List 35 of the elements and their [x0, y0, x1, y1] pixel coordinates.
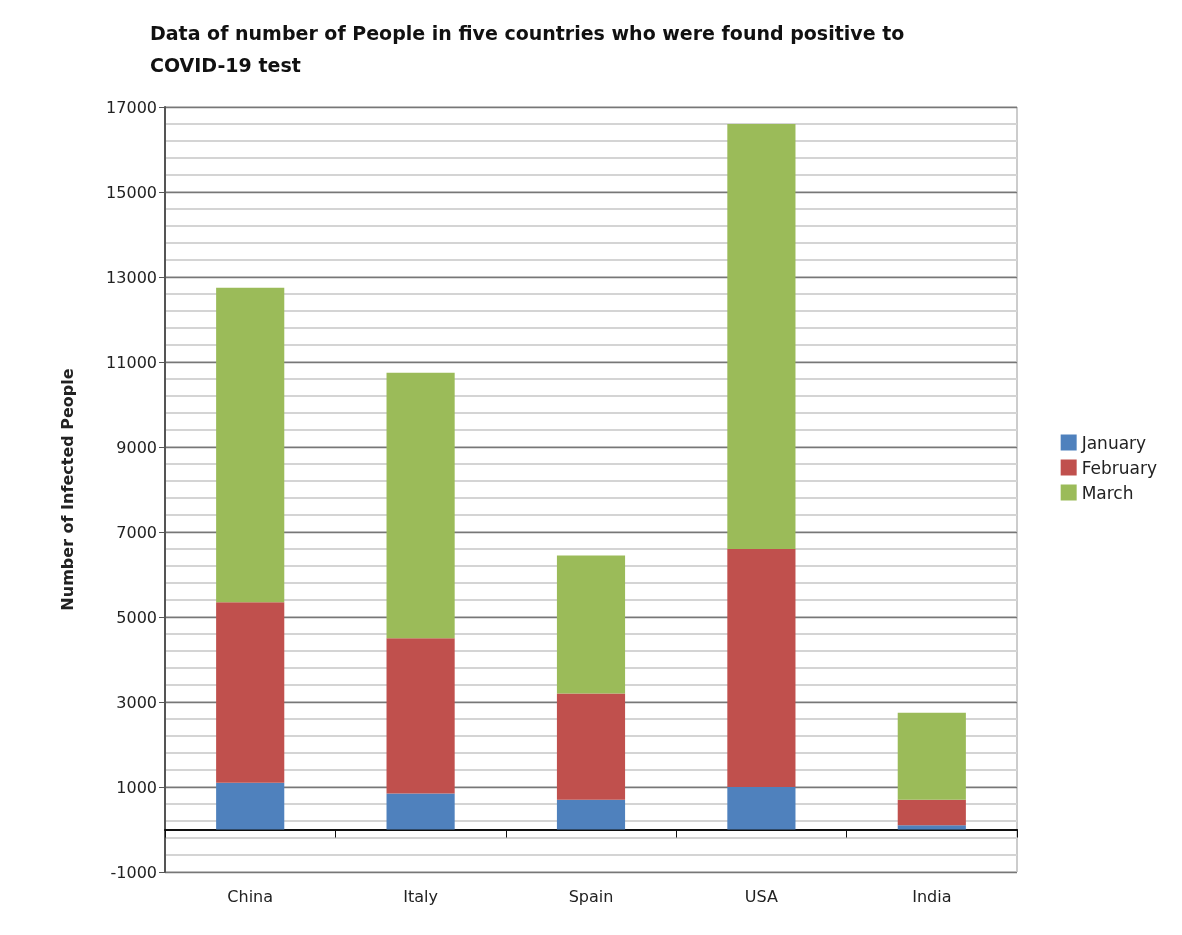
bar: [216, 287, 285, 603]
x-tick-label: USA: [744, 886, 779, 906]
bar: [727, 549, 796, 787]
bar: [556, 799, 626, 830]
bar: [216, 602, 285, 783]
bar: [897, 799, 966, 826]
legend-label: March: [1081, 482, 1134, 503]
bar: [556, 693, 626, 800]
y-tick-label: 17000: [106, 97, 157, 117]
chart-title: Data of number of People in five countries who were found positive to COVID-19 test: [150, 22, 905, 76]
bar: [386, 638, 455, 794]
y-tick-label: 1000: [116, 777, 157, 797]
legend-label: February: [1081, 457, 1158, 478]
y-tick-label: 11000: [106, 352, 157, 372]
bar: [556, 555, 626, 694]
x-tick-label: India: [912, 886, 952, 906]
y-tick-label: 13000: [106, 267, 157, 287]
y-tick-label: 3000: [116, 692, 157, 712]
bar: [897, 712, 966, 800]
y-tick-label: -1000: [110, 862, 157, 882]
y-axis-title: Number of Infected People: [57, 368, 77, 611]
x-tick-label: Spain: [568, 886, 614, 906]
y-tick-label: 5000: [116, 607, 157, 627]
bar: [897, 825, 966, 830]
bar: [727, 124, 796, 549]
x-tick-label: China: [227, 886, 274, 906]
y-tick-label: 7000: [116, 522, 157, 542]
y-tick-label: 15000: [106, 182, 157, 202]
bar: [386, 372, 455, 639]
bar: [216, 782, 285, 830]
y-tick-label: 9000: [116, 437, 157, 457]
x-tick-label: Italy: [403, 886, 438, 906]
bar: [727, 787, 796, 830]
bar: [386, 793, 455, 830]
legend-label: January: [1080, 432, 1147, 453]
